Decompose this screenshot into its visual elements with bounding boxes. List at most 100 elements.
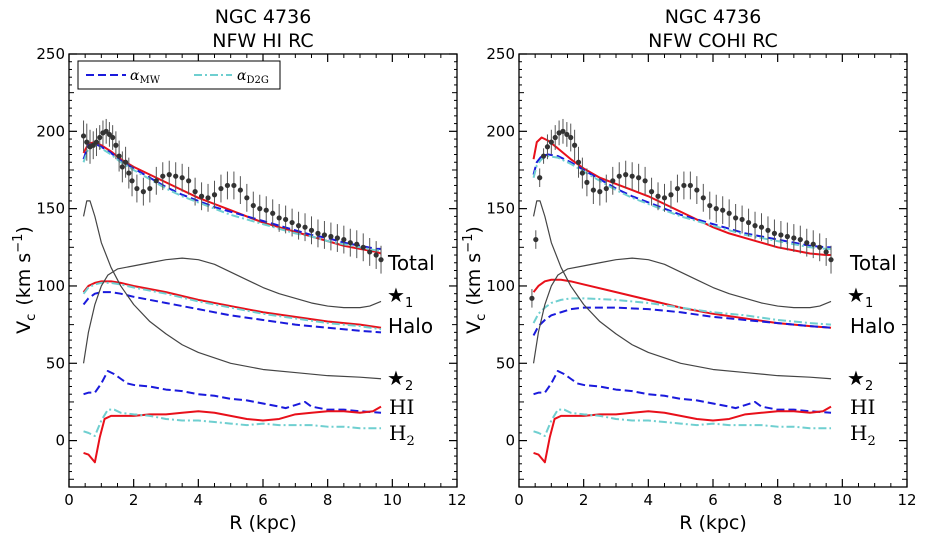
left-observed-point [205,195,211,201]
right-observed-point [623,172,629,178]
right-y-tick-labels: 0 50 100 150 200 250 [486,45,515,450]
right-observed-point [726,210,732,216]
right-x-tick-labels: 0 2 4 6 8 10 12 [514,491,916,509]
left-label-star2: ★2 [387,366,413,394]
left-observed-point [218,185,224,192]
right-ylabel-close: ) [463,226,485,233]
left-series-gas-solid-line [83,405,382,464]
left-x-tick-label: 4 [194,491,204,509]
left-observed-point [173,173,179,179]
right-observed-point [590,187,596,193]
right-series-halo-dash-line [532,306,832,336]
left-observed-point [103,128,109,134]
legend-d2g-sub: D2G [246,75,268,86]
left-observed-point [237,187,243,193]
left-observed-point [126,170,132,176]
left-ylabel-sub: c [24,314,39,321]
left-observed-point [378,257,384,263]
left-observed-point [147,185,153,192]
left-observed-point [354,241,360,247]
left-observed-point [93,139,100,145]
right-observed-point [823,249,829,255]
left-label-h2: H2 [389,421,415,449]
left-label-h2-symbol: H [389,421,406,445]
right-observed-point [771,230,778,236]
right-observed-point [674,185,681,192]
left-observed-point [198,193,205,199]
left-ylabel-exp: −1 [11,234,26,253]
left-series-gas-dashdot-line [83,408,382,437]
left-observed-point [289,219,295,226]
right-observed-point [564,131,570,138]
left-observed-point [321,232,328,238]
right-observed-point [584,179,590,185]
right-observed-point [681,182,687,189]
left-observed-point [244,195,250,201]
right-label-h2-sub: 2 [867,434,875,449]
left-y-tick-label: 50 [46,354,65,372]
left-label-star1: ★1 [387,283,413,311]
left-observed-point [308,227,315,233]
left-plot-frame [68,53,458,488]
right-observed-point [616,173,622,179]
right-observed-point [597,189,603,195]
left-observed-point [129,178,135,184]
right-label-star1-symbol: ★ [847,283,865,307]
legend-mw-sub: MW [139,75,160,86]
left-y-tick-label: 250 [36,45,65,63]
right-observed-point [700,195,706,201]
left-y-tick-label: 150 [36,200,65,218]
left-observed-point [119,164,125,170]
right-observed-point [579,170,585,176]
left-title-line1: NGC 4736 [215,6,312,28]
left-observed-point [373,252,379,258]
left-observed-point [295,223,302,229]
right-panel: NGC 4736 NFW COHI RC R (kpc) Vc(km s−1) … [461,6,917,534]
right-x-axis-label: R (kpc) [679,512,747,534]
right-ylabel-exp: −1 [461,234,476,253]
right-label-total: Total [849,251,897,275]
left-title-line2: NFW HI RC [212,30,313,52]
right-observed-point [810,241,816,247]
right-x-tick-label: 10 [833,491,852,509]
left-series-component-solid-line [82,257,382,364]
left-observed-point [283,216,289,223]
right-x-tick-label: 2 [579,491,589,509]
right-observed-point [575,159,582,165]
left-x-tick-label: 2 [129,491,139,509]
left-observed-point [140,189,146,195]
right-label-star2: ★2 [847,366,873,394]
right-observed-point [603,185,609,192]
left-series-component-solid-line [82,200,382,380]
left-x-tick-label: 10 [383,491,402,509]
left-observed-point [116,153,122,159]
left-label-h2-sub: 2 [406,434,414,449]
legend-mw-label: αMW [130,68,161,86]
right-observed-point [537,175,543,181]
left-observed-point [110,134,116,141]
left-series-gas-dash-line [83,370,382,414]
left-observed-point [328,233,334,240]
right-observed-point [572,142,578,148]
right-observed-point [791,235,797,241]
right-y-tick-label: 100 [486,277,515,295]
right-observed-point [636,175,642,181]
left-series-halo-solid-line [82,280,382,329]
right-observed-point [817,244,823,250]
left-observed-point [257,206,263,212]
legend: αMW αD2G [77,60,281,90]
left-observed-point [334,235,340,241]
right-label-star1: ★1 [847,283,873,311]
right-series-gas-dash-line [533,370,832,414]
right-observed-point [758,224,765,230]
left-series [82,141,382,464]
left-series-total-dash-line [82,142,382,250]
right-label-star2-symbol: ★ [847,366,865,390]
right-observed-point [778,232,784,238]
left-observed-point [160,173,166,179]
left-panel: NGC 4736 NFW HI RC R (kpc) Vc (km s−1) 0 2… [11,6,467,534]
right-observed-point [765,227,771,233]
left-observed-point [134,185,140,192]
right-ticks [518,53,908,487]
right-observed-point [828,257,834,263]
